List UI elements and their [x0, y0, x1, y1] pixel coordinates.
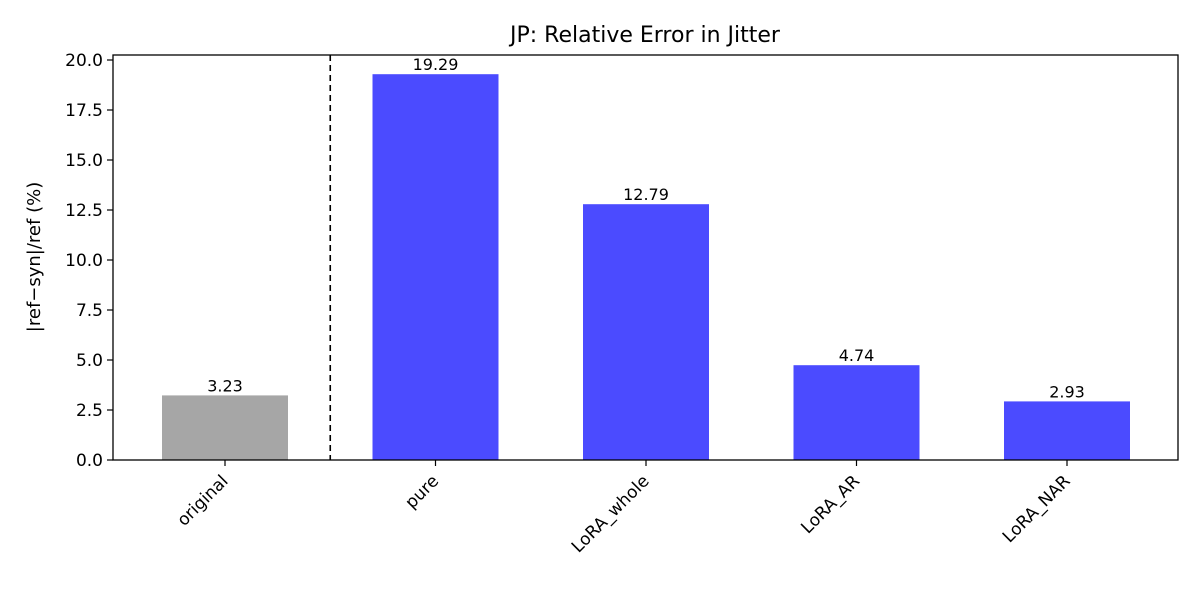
y-tick-label: 7.5	[76, 301, 103, 321]
bar-pure	[372, 74, 499, 460]
data-label-LoRA_whole: 12.79	[623, 185, 669, 204]
x-tick-label-original: original	[173, 471, 232, 530]
x-tick-label-LoRA_AR: LoRA_AR	[797, 471, 864, 538]
y-tick-label: 0.0	[76, 451, 103, 471]
bar-LoRA_AR	[793, 365, 920, 460]
y-axis-label: |ref−syn|/ref (%)	[24, 182, 45, 332]
bar-original	[162, 395, 288, 460]
data-label-original: 3.23	[207, 376, 243, 395]
plot-frame	[112, 54, 1179, 461]
bar-LoRA_NAR	[1004, 401, 1130, 460]
x-ticks-group: original pure LoRA_whole LoRA_AR LoRA_NAR	[173, 460, 1075, 557]
data-label-LoRA_NAR: 2.93	[1049, 382, 1085, 401]
y-tick-label: 17.5	[65, 101, 103, 121]
y-tick-label: 15.0	[65, 151, 103, 171]
x-tick-label-LoRA_NAR: LoRA_NAR	[999, 471, 1075, 547]
chart-title: JP: Relative Error in Jitter	[508, 23, 781, 48]
y-tick-label: 2.5	[76, 401, 103, 421]
bar-LoRA_whole	[583, 204, 709, 460]
data-label-pure: 19.29	[413, 55, 459, 74]
y-tick-label: 20.0	[65, 51, 103, 71]
y-tick-label: 5.0	[76, 351, 103, 371]
y-tick-label: 12.5	[65, 201, 103, 221]
data-label-LoRA_AR: 4.74	[839, 346, 875, 365]
x-tick-label-LoRA_whole: LoRA_whole	[568, 471, 654, 557]
y-tick-label: 10.0	[65, 251, 103, 271]
bars-group: 3.23 19.29 12.79 4.74 2.93	[162, 55, 1130, 460]
y-ticks-group: 0.0 2.5 5.0 7.5 10.0 12.5 15.0 17.5 20.0	[65, 51, 113, 471]
x-tick-label-pure: pure	[402, 471, 443, 512]
